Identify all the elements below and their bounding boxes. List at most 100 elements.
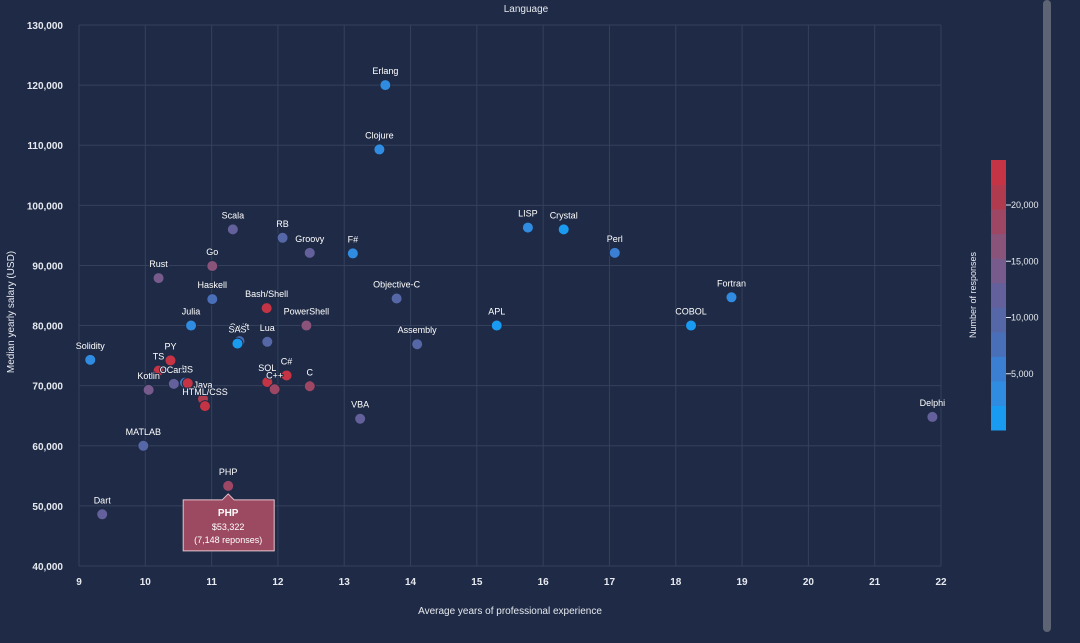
scatter-point bbox=[152, 272, 165, 285]
point-label: SAS bbox=[228, 325, 246, 335]
scatter-point bbox=[268, 383, 281, 396]
chart-title: Language bbox=[504, 4, 549, 15]
scatter-point bbox=[185, 319, 198, 332]
colorbar-label: Number of responses bbox=[968, 251, 978, 338]
point-label: Erlang bbox=[372, 66, 398, 76]
x-tick-label: 17 bbox=[604, 577, 616, 588]
scatter-point bbox=[390, 292, 403, 305]
scatter-point bbox=[206, 293, 219, 306]
point-label: PowerShell bbox=[284, 307, 330, 317]
scatter-point bbox=[521, 221, 534, 234]
scatter-point bbox=[222, 479, 235, 492]
point-label: Groovy bbox=[295, 234, 325, 244]
scatter-point bbox=[142, 383, 155, 396]
scatter-point bbox=[167, 377, 180, 390]
point-label: LISP bbox=[518, 209, 538, 219]
point-label: Solidity bbox=[76, 341, 106, 351]
point-label: C# bbox=[281, 356, 293, 366]
point-label: Delphi bbox=[920, 398, 946, 408]
point-label: COBOL bbox=[675, 307, 707, 317]
point-label: C bbox=[307, 367, 314, 377]
colorbar: 5,000 10,000 15,000 20,000 Number of respons… bbox=[968, 160, 1039, 431]
scatter-point bbox=[260, 302, 273, 315]
point-label: Perl bbox=[607, 234, 623, 244]
scatter-point bbox=[261, 376, 274, 389]
point-label: R bbox=[182, 364, 189, 374]
scatter-point bbox=[96, 508, 109, 521]
colorbar-segment bbox=[991, 233, 1006, 259]
point-label: Java bbox=[193, 380, 212, 390]
x-tick-label: 18 bbox=[670, 577, 682, 588]
x-tick-label: 20 bbox=[803, 577, 815, 588]
scatter-point bbox=[354, 412, 367, 425]
grid-lines bbox=[78, 24, 942, 567]
vertical-scrollbar[interactable] bbox=[1043, 0, 1051, 632]
tooltip-value: $53,322 bbox=[212, 522, 245, 532]
colorbar-tick-label: 10,000 bbox=[1011, 313, 1039, 323]
scatter-point bbox=[608, 246, 621, 259]
point-label: Clojure bbox=[365, 130, 394, 140]
point-label: OCaml bbox=[160, 365, 188, 375]
colorbar-segment bbox=[991, 209, 1006, 235]
scatter-point bbox=[231, 337, 244, 350]
scatter-point bbox=[685, 319, 698, 332]
colorbar-segment bbox=[991, 184, 1006, 210]
point-label: HTML/CSS bbox=[182, 387, 228, 397]
scatter-point bbox=[280, 369, 293, 382]
colorbar-segment bbox=[991, 380, 1006, 406]
scatter-point bbox=[411, 338, 424, 351]
point-label: Haskell bbox=[198, 280, 228, 290]
x-tick-label: 16 bbox=[538, 577, 550, 588]
y-tick-label: 60,000 bbox=[32, 442, 63, 453]
point-label: APL bbox=[488, 307, 505, 317]
x-tick-label: 22 bbox=[935, 577, 947, 588]
point-label: TS bbox=[153, 352, 165, 362]
scatter-point bbox=[152, 364, 165, 377]
scatter-point bbox=[164, 354, 177, 367]
scatter-point bbox=[725, 291, 738, 304]
tooltip-box bbox=[182, 493, 275, 552]
point-label: JS bbox=[182, 364, 193, 374]
point-label: PY bbox=[164, 341, 176, 351]
point-label: Swift bbox=[230, 322, 250, 332]
scatter-point bbox=[276, 231, 289, 244]
scatter-point bbox=[181, 377, 194, 390]
point-label: Bash/Shell bbox=[245, 289, 288, 299]
x-tick-label: 12 bbox=[272, 577, 284, 588]
point-label: Kotlin bbox=[137, 371, 160, 381]
scatter-point bbox=[261, 335, 274, 348]
colorbar-segment bbox=[991, 331, 1006, 357]
tooltip-detail: (7,148 reponses) bbox=[194, 535, 262, 545]
scatter-point bbox=[926, 410, 939, 423]
point-label: Fortran bbox=[717, 278, 746, 288]
y-tick-label: 80,000 bbox=[32, 322, 63, 333]
point-label: Go bbox=[206, 247, 218, 257]
y-tick-label: 110,000 bbox=[27, 141, 63, 152]
scatter-point bbox=[137, 439, 150, 452]
x-tick-label: 9 bbox=[76, 577, 82, 588]
tooltip-title: PHP bbox=[218, 508, 239, 519]
scatter-point bbox=[84, 353, 97, 366]
point-label: Assembly bbox=[398, 325, 438, 335]
scatter-point bbox=[226, 223, 239, 236]
point-label: Lua bbox=[260, 323, 275, 333]
colorbar-tick-label: 20,000 bbox=[1011, 200, 1039, 210]
point-label: Dart bbox=[94, 495, 112, 505]
point-label: SQL bbox=[258, 363, 276, 373]
colorbar-tick-label: 15,000 bbox=[1011, 256, 1039, 266]
x-tick-label: 19 bbox=[737, 577, 749, 588]
x-tick-label: 10 bbox=[140, 577, 152, 588]
colorbar-segment bbox=[991, 160, 1006, 186]
scatter-point bbox=[206, 260, 219, 273]
scatter-point bbox=[379, 79, 392, 92]
point-label: RB bbox=[276, 219, 289, 229]
point-label: F# bbox=[348, 234, 359, 244]
scatter-point bbox=[303, 246, 316, 259]
point-label: PHP bbox=[219, 467, 238, 477]
y-axis-ticks: 40,000 50,000 60,000 70,000 80,000 90,000 100,… bbox=[27, 21, 64, 573]
scatter-point bbox=[373, 143, 386, 156]
colorbar-segment bbox=[991, 282, 1006, 308]
y-tick-label: 90,000 bbox=[32, 261, 63, 272]
tooltip: PHP $53,322 (7,148 reponses) bbox=[182, 493, 275, 552]
